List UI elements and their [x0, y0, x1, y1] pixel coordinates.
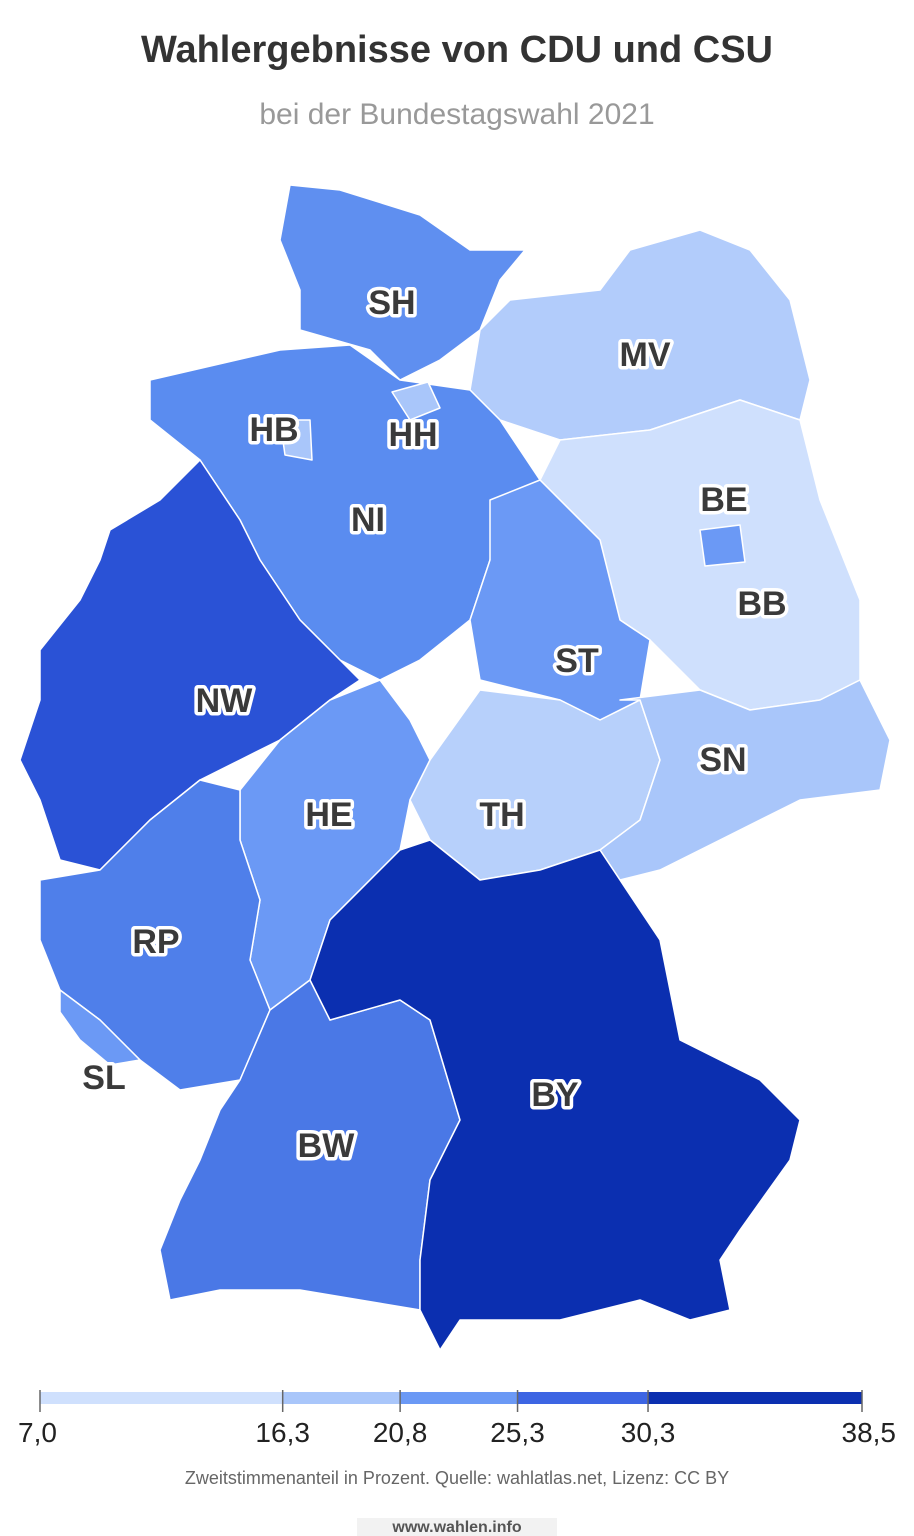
- map-labels: SH MV NI HH HB BB BE ST NW HE TH SN RP SL BW BY: [79, 280, 790, 1168]
- map: [19, 184, 891, 1351]
- region-label: BW: [298, 1127, 356, 1165]
- region-label: HH: [388, 416, 437, 454]
- region-label: HB: [249, 411, 298, 449]
- legend-swatch: [517, 1392, 649, 1404]
- region: [391, 381, 441, 421]
- legend-tick-label: 25,3: [490, 1417, 545, 1448]
- region-label: NW: [196, 682, 254, 720]
- subtitle: bei der Bundestagswahl 2021: [259, 98, 654, 131]
- region: [699, 524, 746, 567]
- region: [599, 679, 891, 881]
- region: [59, 989, 141, 1066]
- legend-tick-label: 20,8: [373, 1417, 428, 1448]
- region-label: BY: [531, 1076, 579, 1114]
- legend-swatch: [648, 1392, 862, 1404]
- region-label: SN: [699, 741, 746, 779]
- region-label: HE: [305, 796, 352, 834]
- legend-tick-label: 30,3: [621, 1417, 676, 1448]
- region-label: BB: [737, 585, 786, 623]
- legend-tick-label: 7,0: [18, 1417, 57, 1448]
- region: [19, 459, 361, 871]
- title: Wahlergebnisse von CDU und CSU: [141, 29, 773, 71]
- region: [309, 839, 801, 1351]
- region-label: SL: [82, 1059, 125, 1097]
- legend-swatch: [400, 1392, 518, 1404]
- footer: www.wahlen.info: [391, 1519, 521, 1536]
- footer-box: [357, 1518, 557, 1536]
- region-label: RP: [132, 923, 179, 961]
- region: [279, 419, 313, 461]
- caption: Zweitstimmenanteil in Prozent. Quelle: w…: [185, 1468, 729, 1488]
- legend: 7,0 16,3 20,8 25,3 30,3 38,5: [18, 1390, 896, 1448]
- legend-tick-label: 38,5: [842, 1417, 897, 1448]
- legend-swatch: [40, 1392, 283, 1404]
- region-label: SH: [368, 284, 415, 322]
- region-label: MV: [620, 336, 671, 374]
- legend-tick-label: 16,3: [255, 1417, 310, 1448]
- region: [469, 229, 811, 441]
- region-label: BE: [700, 481, 747, 519]
- region-label: TH: [479, 796, 524, 834]
- region: [279, 184, 526, 381]
- region-label: NI: [351, 501, 385, 539]
- legend-swatch: [282, 1392, 401, 1404]
- region-label: ST: [555, 642, 599, 680]
